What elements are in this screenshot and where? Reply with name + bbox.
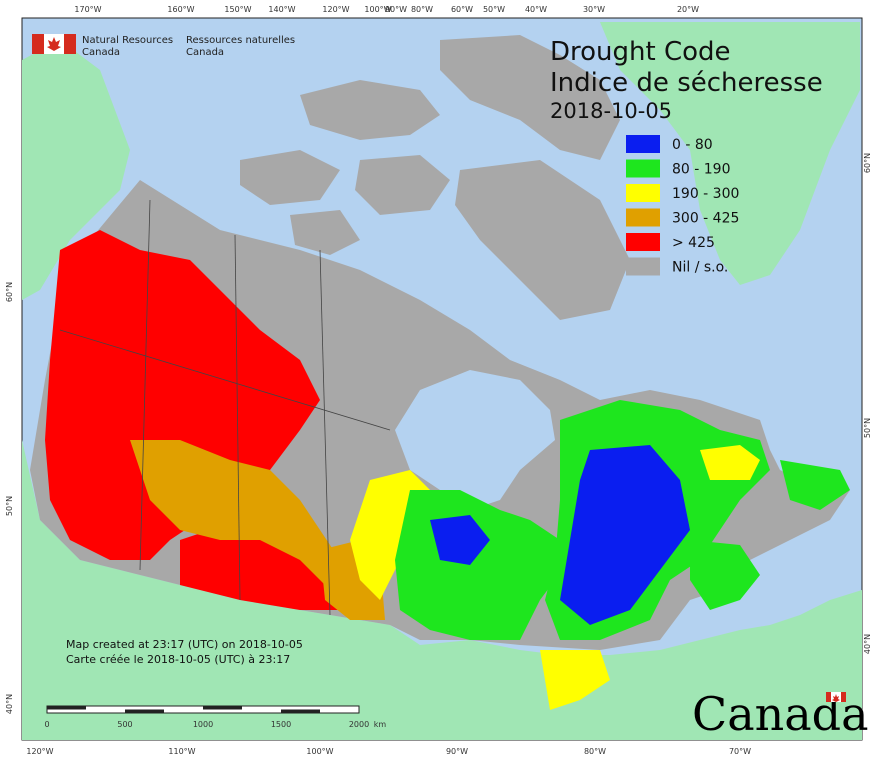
top-tick-label: 30°W (583, 5, 605, 14)
right-tick-label: 50°N (863, 418, 872, 438)
scale-label: 0 (44, 720, 49, 729)
left-tick-labels: 60°N 50°N 40°N (5, 282, 14, 714)
60n-parallel (59, 329, 391, 431)
map-date: 2018-10-05 (550, 99, 672, 123)
alaska (22, 40, 130, 300)
map-title-fr: Indice de sécheresse (550, 68, 823, 98)
top-tick-label: 140°W (268, 5, 295, 14)
united-states (22, 440, 862, 740)
left-tick-label: 60°N (5, 282, 14, 302)
greenland (600, 22, 860, 285)
agency-en-line2: Canada (82, 47, 120, 58)
scale-label: 1500 (271, 720, 291, 729)
top-tick-label: 40°W (525, 5, 547, 14)
scale-label: 1000 (193, 720, 213, 729)
drought-classes (45, 230, 850, 710)
wordmark-flag-icon (826, 692, 846, 702)
bottom-tick-label: 100°W (306, 747, 333, 756)
map-title-en: Drought Code (550, 37, 731, 67)
arctic-islands (240, 35, 630, 320)
legend-swatch (626, 184, 660, 202)
class-190-300-labrador (700, 445, 760, 480)
class-80-190-newfoundland (780, 460, 850, 510)
agency-fr-line2: Canada (186, 47, 224, 58)
island-4 (355, 155, 450, 215)
legend-label: Nil / s.o. (672, 260, 728, 276)
top-tick-label: 20°W (677, 5, 699, 14)
non-canada-land (22, 22, 862, 740)
left-tick-label: 40°N (5, 694, 14, 714)
legend: 0 - 80 80 - 190 190 - 300 300 - 425 > 425 Nil… (626, 135, 739, 276)
agency-en-line1: Natural Resources (82, 35, 173, 46)
top-tick-labels: 170°W 160°W 150°W 140°W 120°W 100°W90°W 80°W 60… (74, 5, 699, 14)
victoria-island (290, 210, 360, 255)
credit-line-en: Map created at 23:17 (UTC) on 2018-10-05 (66, 638, 303, 651)
island-3 (240, 150, 340, 205)
canada-wordmark: Canada (692, 687, 869, 741)
scale-label: 500 (117, 720, 132, 729)
class-300-425 (130, 440, 340, 590)
bottom-tick-label: 90°W (446, 747, 468, 756)
top-tick-label: 50°W (483, 5, 505, 14)
legend-label: 0 - 80 (672, 137, 713, 153)
sask-manitoba-border (319, 249, 331, 616)
right-tick-labels: 60°N 50°N 40°N (863, 153, 872, 654)
bottom-tick-label: 70°W (729, 747, 751, 756)
top-tick-label: 80°W (411, 5, 433, 14)
legend-label: > 425 (672, 235, 715, 251)
scale-bar: 0 500 1000 1500 2000 km (44, 705, 387, 729)
legend-label: 80 - 190 (672, 162, 731, 178)
legend-swatch (626, 159, 660, 178)
bottom-tick-label: 110°W (168, 747, 195, 756)
top-tick-label: 100°W (364, 5, 391, 14)
top-tick-label: 90°W (385, 5, 407, 14)
class-80-190-maritimes (690, 540, 760, 610)
right-tick-label: 40°N (863, 634, 872, 654)
bottom-tick-label: 120°W (26, 747, 53, 756)
bc-alberta-border (139, 199, 151, 571)
hudson-bay (395, 370, 555, 510)
nrcan-signature: Natural Resources Canada Ressources natu… (32, 34, 295, 58)
legend-swatch (626, 233, 660, 251)
class-190-300-southern-ontario (540, 650, 610, 710)
class-0-80-quebec (560, 445, 690, 625)
top-tick-label: 120°W (322, 5, 349, 14)
left-tick-label: 50°N (5, 496, 14, 516)
island-1 (300, 80, 440, 140)
baffin-island (455, 160, 630, 320)
legend-swatch (626, 135, 660, 153)
top-tick-label: 160°W (167, 5, 194, 14)
bottom-tick-label: 80°W (584, 747, 606, 756)
class-gt-425-prairies (180, 520, 350, 610)
right-tick-label: 60°N (863, 153, 872, 173)
alberta-sask-border (234, 234, 241, 601)
top-tick-label: 150°W (224, 5, 251, 14)
top-tick-label: 60°W (451, 5, 473, 14)
legend-swatch (626, 257, 660, 276)
scale-unit: km (374, 720, 387, 729)
legend-label: 300 - 425 (672, 211, 739, 227)
legend-label: 190 - 300 (672, 186, 739, 202)
borders (59, 199, 391, 616)
legend-swatch (626, 208, 660, 227)
canada-flag-icon (32, 34, 76, 54)
bottom-tick-labels: 120°W 110°W 100°W 90°W 80°W 70°W (26, 747, 751, 756)
agency-fr-line1: Ressources naturelles (186, 35, 295, 46)
credit-line-fr: Carte créée le 2018-10-05 (UTC) à 23:17 (66, 653, 290, 666)
class-0-80-ontario (430, 515, 490, 565)
scale-label: 2000 (349, 720, 369, 729)
top-tick-label: 170°W (74, 5, 101, 14)
island-2 (440, 35, 620, 160)
